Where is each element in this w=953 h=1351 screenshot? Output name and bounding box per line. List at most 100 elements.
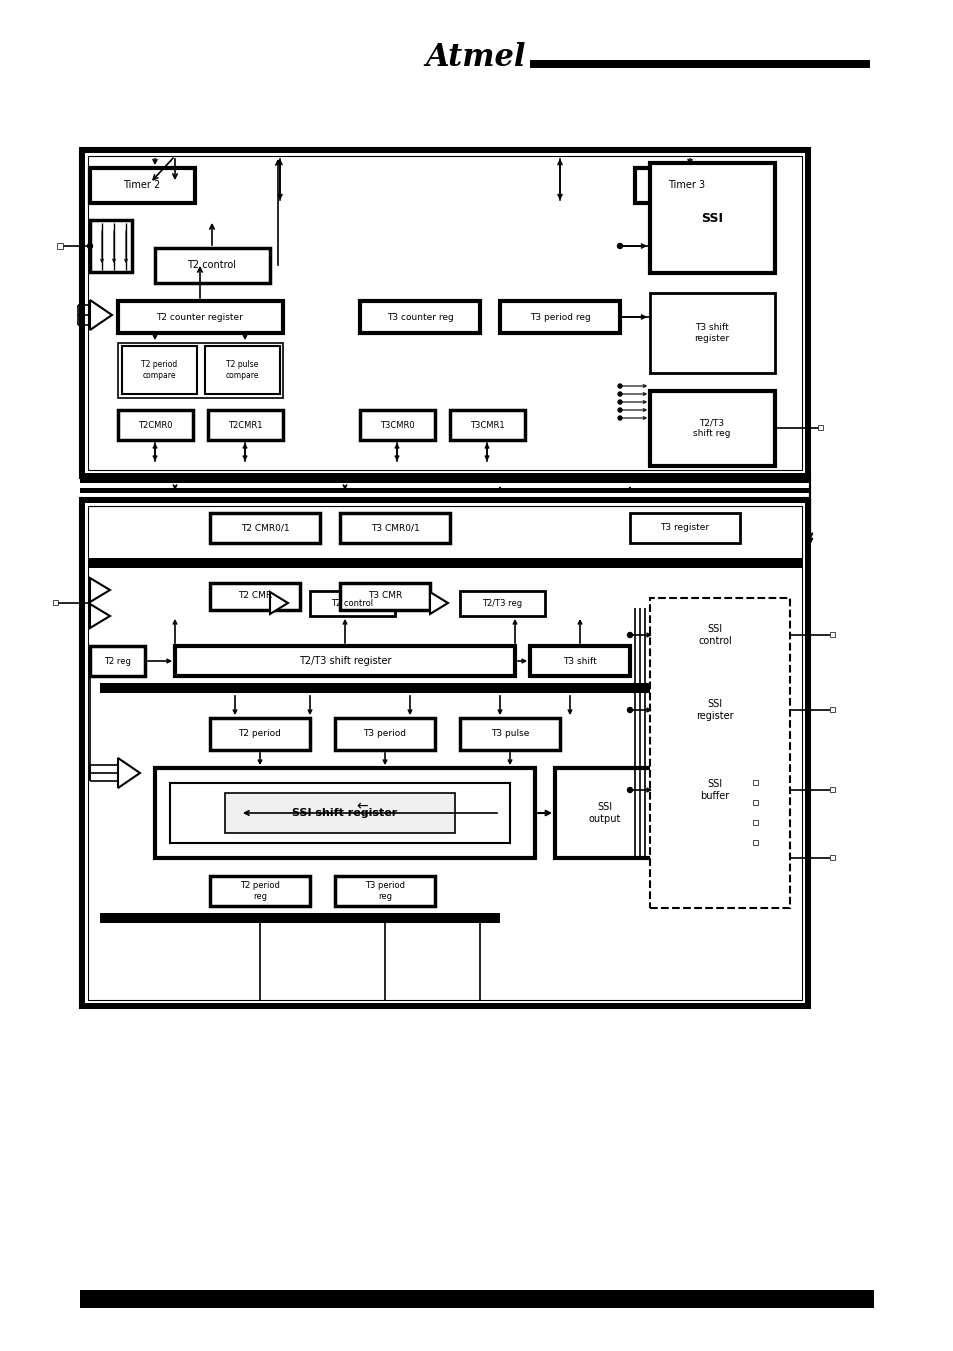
Text: T2 reg: T2 reg xyxy=(104,657,131,666)
Circle shape xyxy=(618,384,621,388)
Bar xyxy=(154,767,535,858)
Bar xyxy=(339,584,430,611)
Circle shape xyxy=(618,416,621,420)
Bar xyxy=(80,499,85,1008)
Circle shape xyxy=(88,243,92,249)
Bar xyxy=(100,684,789,688)
Polygon shape xyxy=(90,604,110,628)
Text: T3CMR1: T3CMR1 xyxy=(469,420,504,430)
Bar xyxy=(335,875,435,907)
Polygon shape xyxy=(118,758,140,788)
Bar xyxy=(88,155,801,470)
Bar xyxy=(80,478,809,484)
Text: T2CMR0: T2CMR0 xyxy=(137,420,172,430)
Circle shape xyxy=(627,708,632,712)
Bar xyxy=(459,717,559,750)
Text: T2/T3
shift reg: T2/T3 shift reg xyxy=(693,419,730,438)
Bar xyxy=(655,684,774,738)
Bar xyxy=(100,913,499,917)
Bar xyxy=(210,584,299,611)
Text: SSI: SSI xyxy=(700,212,722,224)
Bar xyxy=(80,499,809,1008)
Circle shape xyxy=(617,243,622,249)
Bar xyxy=(154,249,270,282)
Bar xyxy=(335,717,435,750)
Bar xyxy=(80,1002,809,1008)
Bar xyxy=(817,426,822,430)
Bar xyxy=(829,855,834,861)
Bar xyxy=(205,346,280,394)
Circle shape xyxy=(627,632,632,638)
Text: T2 period: T2 period xyxy=(238,730,281,739)
Bar xyxy=(359,409,435,440)
Text: SSI shift register: SSI shift register xyxy=(292,808,397,817)
Text: T2 control: T2 control xyxy=(331,598,373,608)
Bar xyxy=(649,293,774,373)
Bar xyxy=(80,149,85,478)
Text: T2 control: T2 control xyxy=(188,259,236,270)
Bar xyxy=(804,149,809,478)
Bar xyxy=(310,590,395,616)
Bar xyxy=(90,646,145,676)
Text: T2 period
reg: T2 period reg xyxy=(240,881,279,901)
Bar xyxy=(80,473,809,478)
Bar xyxy=(649,390,774,466)
Bar xyxy=(829,707,834,712)
Bar xyxy=(804,499,809,1008)
Bar xyxy=(100,917,499,923)
Text: T3 period
reg: T3 period reg xyxy=(365,881,405,901)
Circle shape xyxy=(618,408,621,412)
Polygon shape xyxy=(430,592,448,613)
Bar xyxy=(80,1290,873,1308)
Text: T2 counter register: T2 counter register xyxy=(156,312,243,322)
Bar xyxy=(100,688,789,693)
Bar xyxy=(459,590,544,616)
Circle shape xyxy=(627,788,632,793)
Polygon shape xyxy=(90,578,110,603)
Bar xyxy=(655,763,774,817)
Text: T2CMR1: T2CMR1 xyxy=(228,420,262,430)
Bar xyxy=(90,168,194,203)
Bar xyxy=(655,608,774,663)
Text: Timer 3: Timer 3 xyxy=(668,180,705,190)
Text: T3 pulse: T3 pulse xyxy=(490,730,529,739)
Text: T3 period: T3 period xyxy=(363,730,406,739)
Text: T2 CMR: T2 CMR xyxy=(237,592,272,600)
Text: T2/T3 reg: T2/T3 reg xyxy=(481,598,521,608)
Text: T2 pulse
compare: T2 pulse compare xyxy=(225,361,258,380)
Bar xyxy=(118,409,193,440)
Bar xyxy=(88,558,801,563)
Bar xyxy=(752,780,758,785)
Bar xyxy=(752,840,758,844)
Bar xyxy=(88,507,801,1000)
Polygon shape xyxy=(90,300,112,330)
Bar xyxy=(829,632,834,638)
Text: T3 period reg: T3 period reg xyxy=(529,312,590,322)
Bar xyxy=(174,646,515,676)
Circle shape xyxy=(618,400,621,404)
Bar xyxy=(118,301,283,332)
Text: Timer 2: Timer 2 xyxy=(123,180,160,190)
Bar xyxy=(752,820,758,825)
Text: T3 counter reg: T3 counter reg xyxy=(386,312,453,322)
Bar xyxy=(80,488,809,493)
Bar xyxy=(649,163,774,273)
Bar xyxy=(829,788,834,792)
Bar xyxy=(210,875,310,907)
Bar xyxy=(530,59,869,68)
Text: T3 shift
register: T3 shift register xyxy=(694,323,729,343)
Bar xyxy=(752,800,758,805)
Bar xyxy=(499,301,619,332)
Bar xyxy=(80,499,809,503)
Bar xyxy=(57,243,63,249)
Bar xyxy=(88,563,801,567)
Text: T2 CMR0/1: T2 CMR0/1 xyxy=(240,523,289,532)
Bar xyxy=(629,513,740,543)
Polygon shape xyxy=(270,592,288,613)
Text: T3 shift: T3 shift xyxy=(562,657,597,666)
Bar xyxy=(225,793,455,834)
Bar xyxy=(555,767,655,858)
Bar xyxy=(90,220,132,272)
Bar xyxy=(80,149,809,153)
Bar xyxy=(530,646,629,676)
